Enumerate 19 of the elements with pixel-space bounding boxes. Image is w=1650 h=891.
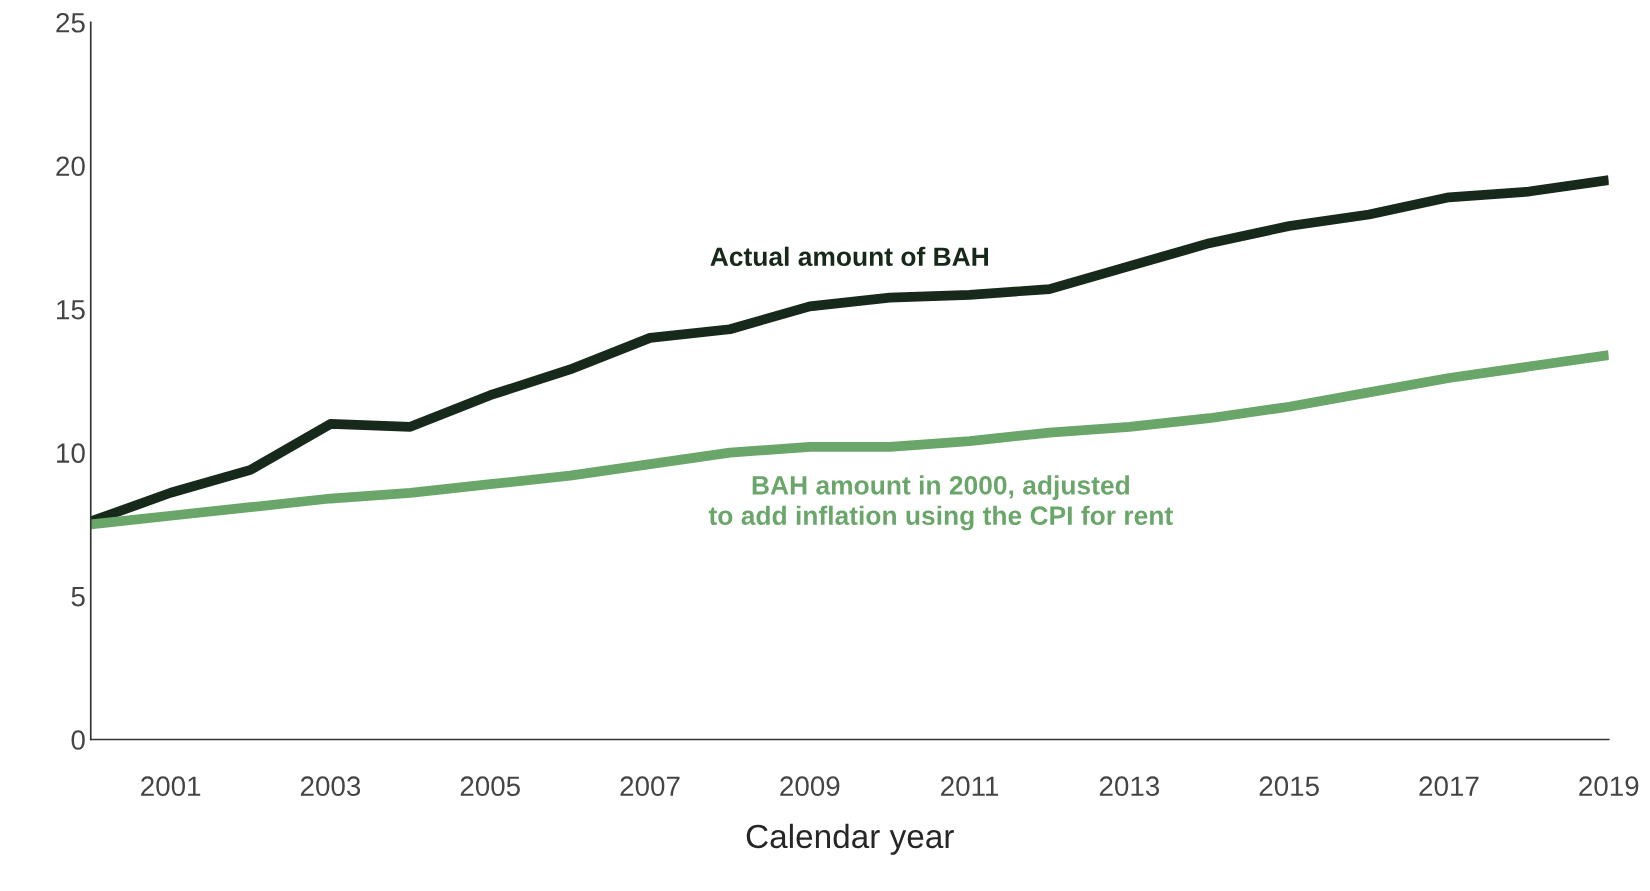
x-tick-label: 2005 <box>460 776 520 797</box>
x-tick-label: 2017 <box>1419 776 1479 797</box>
y-tick-label: 20 <box>56 156 85 177</box>
y-tick-label: 0 <box>71 730 85 750</box>
x-tick-label: 2003 <box>300 776 361 797</box>
x-axis-title: Calendar year <box>746 823 954 855</box>
x-tick-label: 2007 <box>620 776 680 797</box>
y-tick-label: 25 <box>56 12 85 33</box>
x-tick-label: 2001 <box>141 776 201 797</box>
x-tick-label: 2015 <box>1259 776 1319 797</box>
series-label: Actual amount of BAH <box>710 246 988 267</box>
x-tick-label: 2011 <box>941 776 999 797</box>
y-tick-label: 5 <box>71 587 85 607</box>
y-tick-label: 15 <box>57 300 85 320</box>
x-tick-label: 2019 <box>1579 776 1639 797</box>
y-tick-label: 10 <box>57 443 85 463</box>
x-tick-label: 2009 <box>780 776 840 797</box>
series-label: BAH amount in 2000, adjusted to add inflation using the CPI for rent <box>708 475 1173 531</box>
x-tick-label: 2013 <box>1099 776 1160 797</box>
